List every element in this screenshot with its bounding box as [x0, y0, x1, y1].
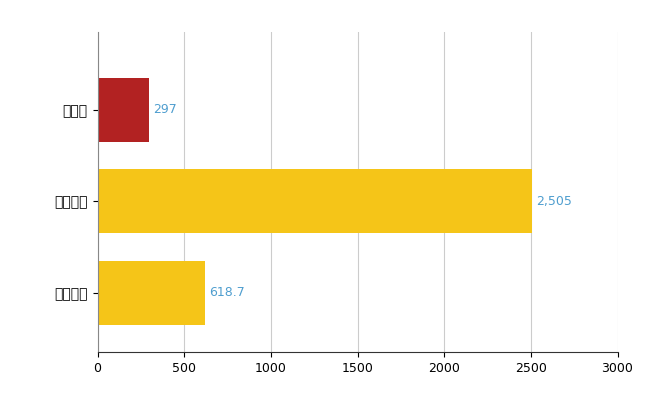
- Text: 297: 297: [153, 103, 177, 116]
- Bar: [98, 260, 205, 324]
- Text: 618.7: 618.7: [209, 286, 245, 299]
- Bar: [98, 169, 532, 233]
- Text: 2,505: 2,505: [536, 195, 572, 208]
- Bar: [98, 78, 149, 142]
